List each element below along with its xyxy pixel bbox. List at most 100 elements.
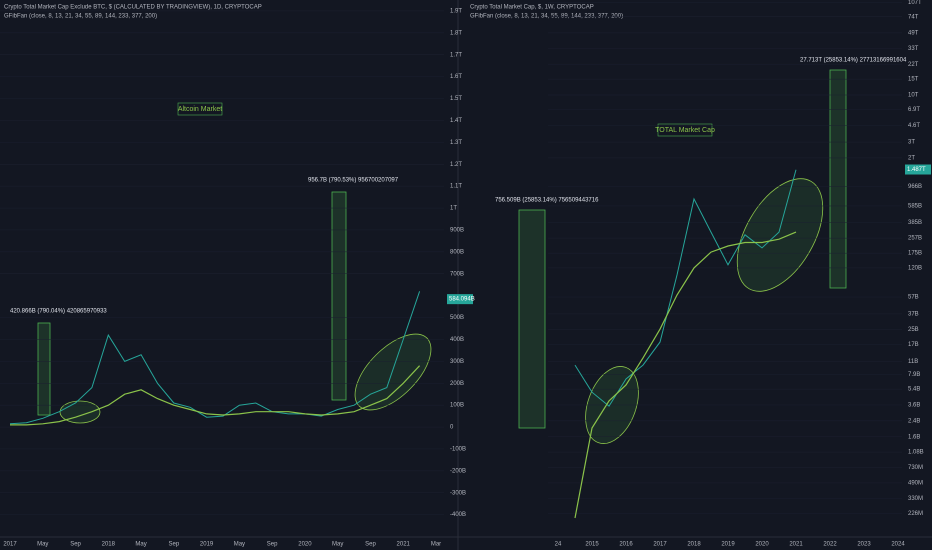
y-tick-label: 400B bbox=[450, 337, 464, 343]
x-tick-label: Sep bbox=[169, 542, 180, 548]
y-tick-label: 1.8T bbox=[450, 30, 462, 36]
chart-title: Crypto Total Market Cap, $, 1W, CRYPTOCA… bbox=[470, 5, 594, 11]
y-tick-label: 49T bbox=[908, 30, 919, 36]
y-tick-label: -300B bbox=[450, 490, 466, 496]
y-tick-label: 15T bbox=[908, 77, 919, 83]
y-tick-label: 6.9T bbox=[908, 107, 920, 113]
x-tick-label: 2015 bbox=[585, 542, 599, 548]
x-tick-label: Sep bbox=[267, 542, 278, 548]
x-tick-label: May bbox=[332, 542, 343, 548]
x-tick-label: 2019 bbox=[200, 542, 214, 548]
x-tick-label: 2021 bbox=[789, 542, 803, 548]
x-tick-label: 2023 bbox=[857, 542, 871, 548]
x-tick-label: 2019 bbox=[721, 542, 735, 548]
y-tick-label: 1.1T bbox=[450, 184, 462, 190]
annotation: 756.509B (25853.14%) 756509443716 bbox=[495, 198, 599, 204]
x-tick-label: 24 bbox=[555, 542, 562, 548]
series-line bbox=[10, 365, 421, 426]
y-tick-label: 2.4B bbox=[908, 418, 920, 424]
y-tick-label: 226M bbox=[908, 511, 923, 517]
indicator-label: GFibFan (close, 8, 13, 21, 34, 55, 89, 1… bbox=[4, 14, 157, 20]
x-tick-label: Sep bbox=[70, 542, 81, 548]
measure-box bbox=[331, 191, 347, 401]
annotation: 956.7B (790.53%) 956700207097 bbox=[308, 178, 399, 184]
measure-box bbox=[37, 322, 51, 416]
x-tick-label: 2020 bbox=[755, 542, 769, 548]
y-tick-label: 0 bbox=[450, 425, 454, 431]
y-tick-label: -100B bbox=[450, 447, 466, 453]
y-tick-label: 25B bbox=[908, 327, 919, 333]
last-price-badge bbox=[905, 164, 931, 175]
y-tick-label: 1.08B bbox=[908, 450, 924, 456]
last-price-label: 1.487T bbox=[907, 167, 926, 173]
annotation: 27.713T (25853.14%) 27713166991604 bbox=[800, 58, 907, 64]
y-tick-label: 57B bbox=[908, 295, 919, 301]
y-tick-label: 800B bbox=[450, 249, 464, 255]
x-tick-label: 2017 bbox=[653, 542, 667, 548]
y-tick-label: 730M bbox=[908, 465, 923, 471]
highlight-ellipse bbox=[736, 178, 824, 292]
y-tick-label: 33T bbox=[908, 46, 919, 52]
x-tick-label: 2018 bbox=[102, 542, 116, 548]
y-tick-label: 100B bbox=[450, 403, 464, 409]
y-tick-label: 11B bbox=[908, 359, 918, 365]
x-tick-label: May bbox=[135, 542, 146, 548]
y-tick-label: 1.4T bbox=[450, 118, 462, 124]
y-tick-label: 74T bbox=[908, 14, 919, 20]
y-tick-label: 107T bbox=[908, 0, 922, 6]
y-tick-label: 1T bbox=[450, 206, 457, 212]
x-tick-label: May bbox=[37, 542, 48, 548]
chart-title: Crypto Total Market Cap Exclude BTC, $ (… bbox=[4, 5, 262, 11]
y-tick-label: 900B bbox=[450, 228, 464, 234]
series-line bbox=[574, 169, 797, 407]
y-tick-label: 700B bbox=[450, 271, 464, 277]
label-box bbox=[177, 102, 223, 116]
y-tick-label: 22T bbox=[908, 62, 919, 68]
y-tick-label: 966B bbox=[908, 184, 922, 190]
x-tick-label: 2018 bbox=[687, 542, 701, 548]
y-tick-label: 585B bbox=[908, 204, 922, 210]
y-tick-label: 1.3T bbox=[450, 140, 462, 146]
y-tick-label: 1.6T bbox=[450, 74, 462, 80]
y-tick-label: -400B bbox=[450, 512, 466, 518]
y-tick-label: 2T bbox=[908, 156, 915, 162]
y-tick-label: 175B bbox=[908, 251, 922, 257]
y-tick-label: 1.7T bbox=[450, 52, 462, 58]
y-tick-label: 200B bbox=[450, 381, 464, 387]
y-tick-label: 1.2T bbox=[450, 162, 462, 168]
highlight-ellipse bbox=[354, 333, 432, 411]
y-tick-label: 7.9B bbox=[908, 372, 920, 378]
y-tick-label: 330M bbox=[908, 496, 923, 502]
x-tick-label: 2021 bbox=[397, 542, 411, 548]
y-tick-label: 1.9T bbox=[450, 9, 462, 15]
x-tick-label: 2020 bbox=[298, 542, 312, 548]
y-tick-label: 300B bbox=[450, 359, 464, 365]
y-tick-label: 1.6B bbox=[908, 434, 920, 440]
measure-box bbox=[829, 69, 847, 289]
x-tick-label: 2024 bbox=[891, 542, 905, 548]
y-tick-label: 120B bbox=[908, 265, 922, 271]
indicator-label: GFibFan (close, 8, 13, 21, 34, 55, 89, 1… bbox=[470, 14, 623, 20]
series-line bbox=[574, 231, 797, 519]
x-tick-label: 2016 bbox=[619, 542, 633, 548]
annotation: Altcoin Market bbox=[178, 106, 222, 113]
x-tick-label: May bbox=[234, 542, 245, 548]
label-box bbox=[657, 123, 713, 137]
x-tick-label: 2022 bbox=[823, 542, 837, 548]
y-tick-label: 17B bbox=[908, 342, 919, 348]
annotation: 420.866B (790.04%) 420865970933 bbox=[10, 309, 107, 315]
y-tick-label: 490M bbox=[908, 481, 923, 487]
y-tick-label: -200B bbox=[450, 468, 466, 474]
x-tick-label: Sep bbox=[365, 542, 376, 548]
y-tick-label: 4.6T bbox=[908, 123, 920, 129]
last-price-label: 584.094B bbox=[449, 297, 475, 303]
y-tick-label: 385B bbox=[908, 220, 922, 226]
y-tick-label: 5.4B bbox=[908, 387, 920, 393]
x-tick-label: 2017 bbox=[3, 542, 17, 548]
y-tick-label: 37B bbox=[908, 311, 919, 317]
y-tick-label: 500B bbox=[450, 315, 464, 321]
y-tick-label: 3T bbox=[908, 140, 915, 146]
y-tick-label: 257B bbox=[908, 236, 922, 242]
